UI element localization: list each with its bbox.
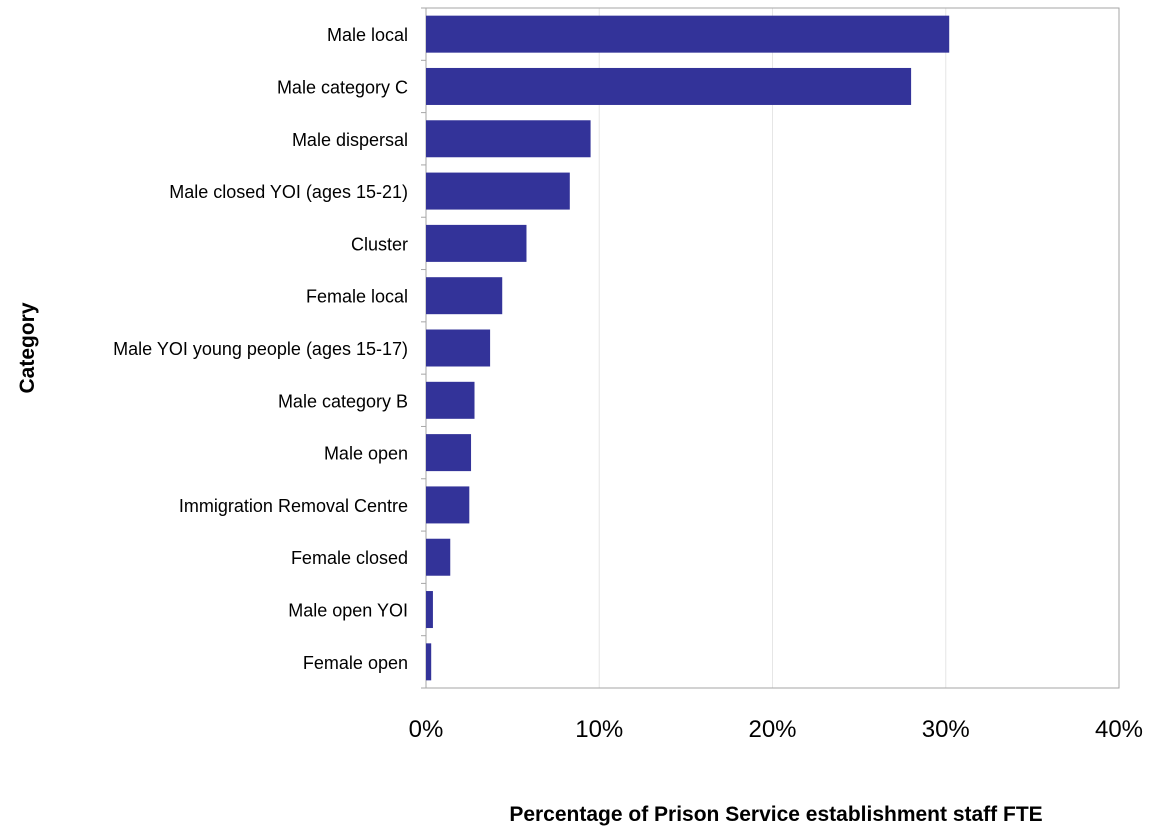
bar (426, 434, 472, 472)
category-label: Female open (303, 653, 408, 673)
category-label: Male dispersal (292, 130, 408, 150)
category-label: Male YOI young people (ages 15-17) (113, 339, 408, 359)
category-label: Female local (306, 287, 408, 307)
bar (426, 67, 912, 105)
bar (426, 277, 503, 315)
category-label: Male category B (278, 391, 408, 411)
gridlines (598, 8, 947, 688)
category-label: Male category C (277, 77, 408, 97)
category-label: Immigration Removal Centre (179, 496, 408, 516)
bar (426, 120, 591, 158)
x-tick-label: 20% (748, 716, 796, 743)
category-label: Male local (327, 25, 408, 45)
y-axis-title: Category (16, 302, 39, 393)
y-axis-ticks (421, 7, 426, 689)
bar (426, 591, 433, 629)
x-tick-label: 40% (1095, 716, 1143, 743)
category-label: Male open YOI (288, 601, 408, 621)
category-label: Male open (324, 444, 408, 464)
category-labels: Male local Male category C Male dispersal M… (113, 25, 408, 673)
category-label: Female closed (291, 548, 408, 568)
bar (426, 486, 470, 524)
x-tick-labels: 0% 10% 20% 30% 40% (409, 716, 1143, 743)
bar (426, 381, 475, 419)
x-tick-label: 30% (922, 716, 970, 743)
x-tick-label: 0% (409, 716, 444, 743)
bar (426, 329, 491, 367)
bar (426, 15, 950, 53)
bar (426, 224, 527, 262)
bar (426, 538, 451, 576)
bar (426, 172, 570, 210)
bars (426, 15, 950, 681)
x-axis-title: Percentage of Prison Service establishme… (509, 803, 1042, 826)
category-label: Male closed YOI (ages 15-21) (169, 182, 408, 202)
bar (426, 643, 432, 681)
x-tick-label: 10% (575, 716, 623, 743)
category-label: Cluster (351, 234, 408, 254)
